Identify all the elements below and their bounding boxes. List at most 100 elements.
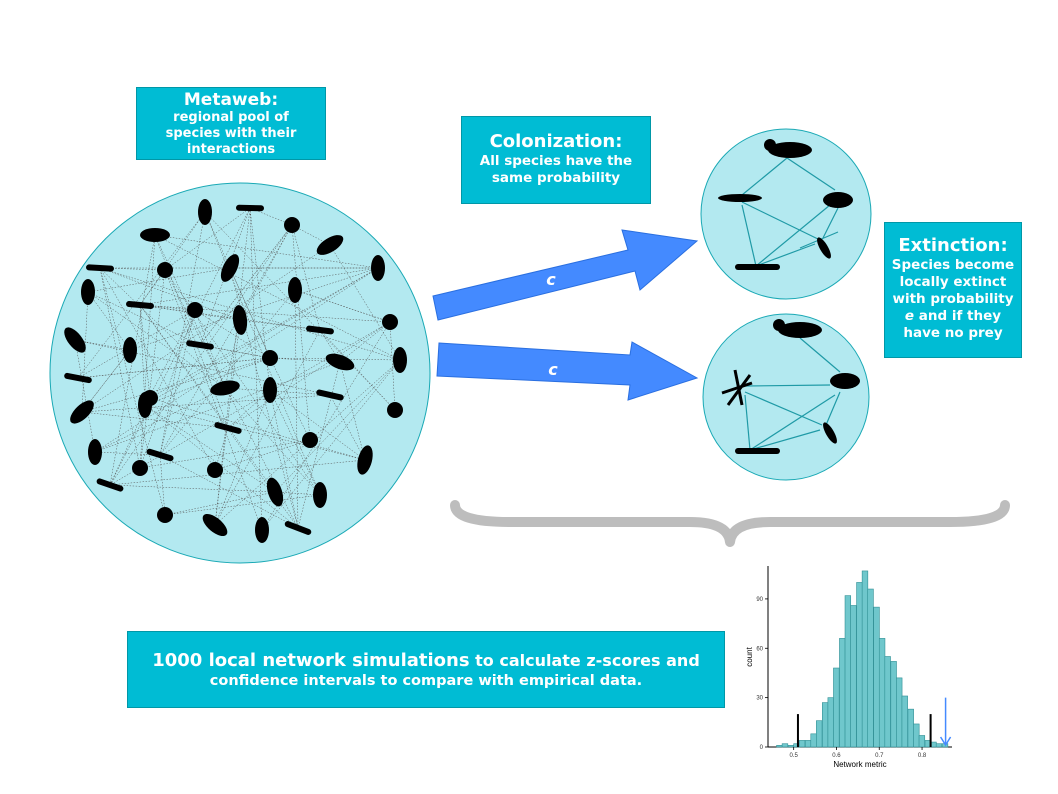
species-silhouette-icon: [64, 372, 92, 384]
species-silhouette-icon: [198, 199, 212, 225]
y-tick-label: 30: [756, 696, 763, 702]
simulations-box: 1000 local network simulations to calcul…: [127, 631, 725, 708]
hist-bar: [827, 697, 834, 748]
empirical-arrow-head: [939, 736, 952, 747]
histogram-chart: 0.5 0.6 0.7 0.8 0 30 60 90 Network metric count: [745, 566, 952, 769]
hist-bar: [816, 720, 823, 748]
species-silhouette-icon: [138, 392, 152, 418]
hist-bar: [861, 570, 869, 748]
extinction-line-1: Species become: [891, 257, 1015, 273]
species-silhouette-icon: [146, 448, 174, 462]
colonization-box: Colonization: All species have the same …: [461, 116, 651, 204]
local-species-top: [718, 139, 853, 270]
species-silhouette-icon: [70, 400, 94, 424]
hist-bars: [776, 570, 949, 748]
species-silhouette-icon: [393, 347, 407, 373]
species-silhouette-icon: [255, 517, 269, 543]
species-silhouette-icon: [186, 340, 214, 350]
extinction-param: e: [904, 308, 915, 324]
extinction-box: Extinction: Species become locally extin…: [884, 222, 1022, 358]
krill-icon: [823, 192, 853, 208]
hist-ci-lines: [796, 714, 932, 747]
species-silhouette-icon: [284, 521, 312, 535]
seal-head-icon: [773, 319, 785, 331]
hist-bar: [878, 638, 886, 748]
hist-bar: [890, 661, 897, 748]
metaweb-line-2: species with their: [165, 126, 297, 141]
amphipod-icon: [817, 237, 831, 259]
species-silhouette-icon: [316, 389, 344, 401]
species-silhouette-icon: [86, 264, 114, 272]
x-tick-label: 0.5: [790, 753, 799, 759]
extinction-line-5: have no prey: [903, 325, 1003, 341]
colonization-title: Colonization:: [489, 131, 623, 152]
species-silhouette-icon: [202, 513, 228, 537]
extinction-line-3: with probability: [892, 291, 1014, 307]
hist-bar: [901, 695, 908, 748]
worm-icon: [735, 448, 780, 454]
worm-icon: [735, 264, 780, 270]
species-silhouette-icon: [81, 279, 95, 305]
species-silhouette-icon: [325, 353, 355, 371]
hist-bar: [935, 743, 943, 748]
hist-bar: [787, 745, 795, 748]
species-silhouette-icon: [316, 235, 344, 255]
hist-bar: [798, 740, 806, 748]
species-silhouette-icon: [126, 301, 154, 309]
species-silhouette-icon: [302, 432, 318, 448]
species-silhouette-icon: [382, 314, 398, 330]
metaweb-links: [74, 207, 401, 531]
local-species-bottom: [721, 319, 860, 454]
simulations-line-1: 1000 local network simulations to calcul…: [128, 650, 724, 672]
species-silhouette-icon: [88, 439, 102, 465]
x-tick-label: 0.7: [875, 753, 884, 759]
hist-bar: [913, 723, 920, 748]
local-community-bottom: [702, 313, 870, 481]
extinction-line-2: locally extinct: [899, 274, 1007, 290]
extinction-title: Extinction:: [898, 235, 1008, 256]
arrow-label-bottom: c: [548, 360, 558, 379]
species-silhouette-icon: [266, 477, 284, 507]
species-silhouette-icon: [371, 255, 385, 281]
species-silhouette-icon: [214, 422, 242, 434]
x-tick-label: 0.8: [918, 753, 927, 759]
metaweb-line-1: regional pool of: [173, 110, 289, 125]
colonization-arrow-top: [432, 229, 699, 321]
metaweb-title: Metaweb:: [183, 90, 279, 110]
species-silhouette-icon: [96, 478, 124, 492]
species-silhouette-icon: [210, 380, 240, 396]
local-links-bottom: [744, 337, 841, 451]
simulations-line-2: confidence intervals to compare with emp…: [209, 673, 643, 689]
hist-bar: [856, 582, 863, 748]
species-silhouette-icon: [64, 327, 86, 353]
y-tick-label: 60: [756, 646, 763, 652]
species-silhouette-icon: [157, 262, 173, 278]
species-silhouette-icon: [284, 217, 300, 233]
hist-ticks: 0.5 0.6 0.7 0.8 0 30 60 90: [756, 597, 927, 759]
seal-head-icon: [764, 139, 776, 151]
y-tick-label: 90: [756, 597, 763, 603]
hist-bar: [844, 595, 852, 748]
hist-bar: [776, 745, 783, 748]
starfish-icon: [721, 369, 753, 406]
krill-icon: [830, 373, 860, 389]
extinction-line-4: e and if they: [885, 308, 1021, 325]
amphipod-icon: [823, 422, 837, 444]
hist-bar: [822, 702, 829, 748]
x-axis-label: Network metric: [833, 760, 886, 769]
y-tick-label: 0: [760, 745, 764, 751]
species-silhouette-icon: [306, 325, 334, 335]
curly-brace: [450, 500, 1010, 547]
hist-bar: [884, 656, 891, 748]
hist-bar: [918, 735, 926, 748]
species-silhouette-icon: [357, 445, 373, 475]
hist-bar: [873, 606, 880, 748]
species-silhouette-icon: [263, 377, 277, 403]
simulations-rest: to calculate z-scores and: [469, 651, 700, 670]
metaweb-line-3: interactions: [186, 142, 276, 157]
species-silhouette-icon: [207, 462, 223, 478]
empirical-arrow: [939, 697, 952, 747]
hist-bar: [907, 708, 914, 748]
hist-bar: [839, 638, 846, 748]
